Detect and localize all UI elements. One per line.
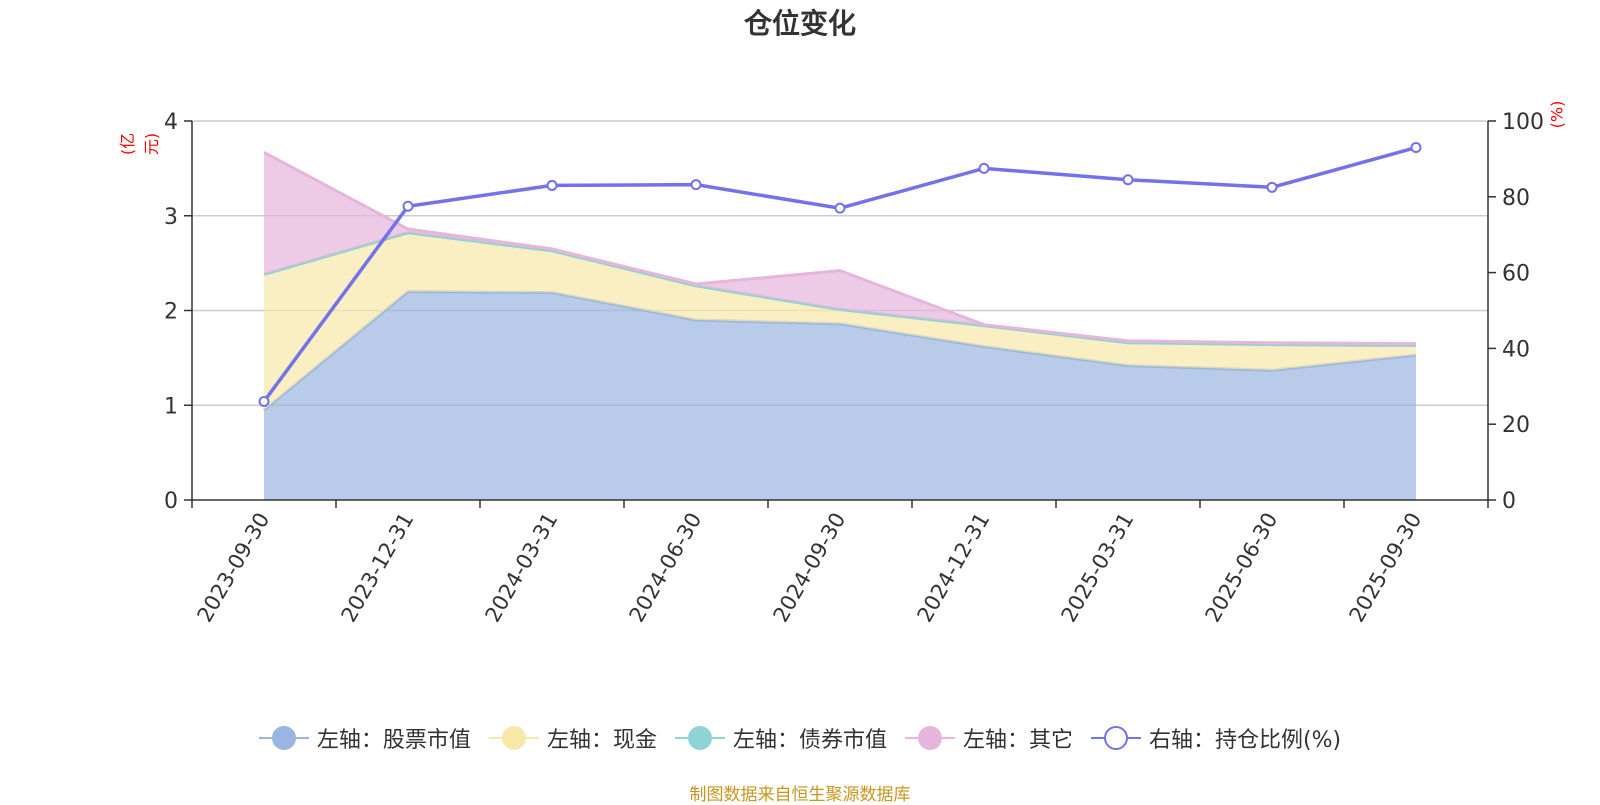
left-tick-label: 4: [164, 110, 178, 135]
ratio-point: [690, 179, 702, 191]
legend-item-bond[interactable]: 左轴：债券市值: [674, 722, 887, 754]
x-tick-label: 2023-12-31: [337, 509, 419, 627]
right-tick-label: 20: [1502, 413, 1530, 438]
x-tick-label: 2024-03-31: [481, 509, 563, 627]
x-tick-label: 2024-12-31: [913, 509, 995, 627]
ratio-point: [978, 162, 990, 174]
area-line-series-3: [263, 150, 1417, 346]
legend-other-label: 左轴：其它: [962, 728, 1073, 753]
x-tick-label: 2025-03-31: [1057, 509, 1139, 627]
ratio-point: [1410, 142, 1422, 154]
x-tick-label: 2025-09-30: [1345, 509, 1427, 627]
x-tick-label: 2024-09-30: [769, 509, 851, 627]
legend: 左轴：股票市值 左轴：现金 左轴：债券市值 左轴：其它 右轴：持仓比例(%): [0, 722, 1600, 754]
chart-title: 仓位变化: [743, 7, 856, 40]
ratio-point: [834, 202, 846, 214]
x-tick-label: 2024-06-30: [625, 509, 707, 627]
ratio-point: [546, 179, 558, 191]
legend-cash-swatch: [488, 726, 539, 750]
legend-stock-swatch: [258, 726, 309, 750]
left-tick-label: 1: [164, 394, 178, 419]
legend-bond-swatch: [674, 726, 725, 750]
ratio-point: [258, 395, 270, 407]
legend-bond-label: 左轴：债券市值: [732, 728, 887, 753]
area-series-0: [264, 291, 1416, 500]
ratio-point: [1122, 174, 1134, 186]
legend-ratio-label: 右轴：持仓比例(%): [1148, 728, 1342, 753]
left-tick-label: 3: [164, 205, 178, 230]
area-series-1: [264, 232, 1416, 410]
data-source-note: 制图数据来自恒生聚源数据库: [689, 785, 911, 805]
right-tick-label: 0: [1502, 489, 1516, 514]
right-tick-label: 60: [1502, 262, 1530, 287]
right-tick-label: 80: [1502, 186, 1530, 211]
x-tick-label: 2025-06-30: [1201, 509, 1283, 627]
legend-cash-label: 左轴：现金: [546, 728, 657, 753]
left-tick-label: 0: [164, 489, 178, 514]
ratio-point: [402, 200, 414, 212]
right-tick-label: 40: [1502, 337, 1530, 362]
area-series-3: [264, 152, 1416, 346]
legend-item-other[interactable]: 左轴：其它: [904, 722, 1073, 754]
legend-ratio-swatch: [1090, 726, 1141, 750]
legend-item-stock[interactable]: 左轴：股票市值: [258, 722, 471, 754]
ratio-point: [1266, 181, 1278, 193]
right-tick-label: 100: [1502, 110, 1544, 135]
x-tick-label: 2023-09-30: [193, 509, 275, 627]
legend-item-ratio[interactable]: 右轴：持仓比例(%): [1090, 722, 1342, 754]
left-tick-label: 2: [164, 300, 178, 325]
legend-stock-label: 左轴：股票市值: [316, 728, 471, 753]
legend-other-swatch: [904, 726, 955, 750]
legend-item-cash[interactable]: 左轴：现金: [488, 722, 657, 754]
